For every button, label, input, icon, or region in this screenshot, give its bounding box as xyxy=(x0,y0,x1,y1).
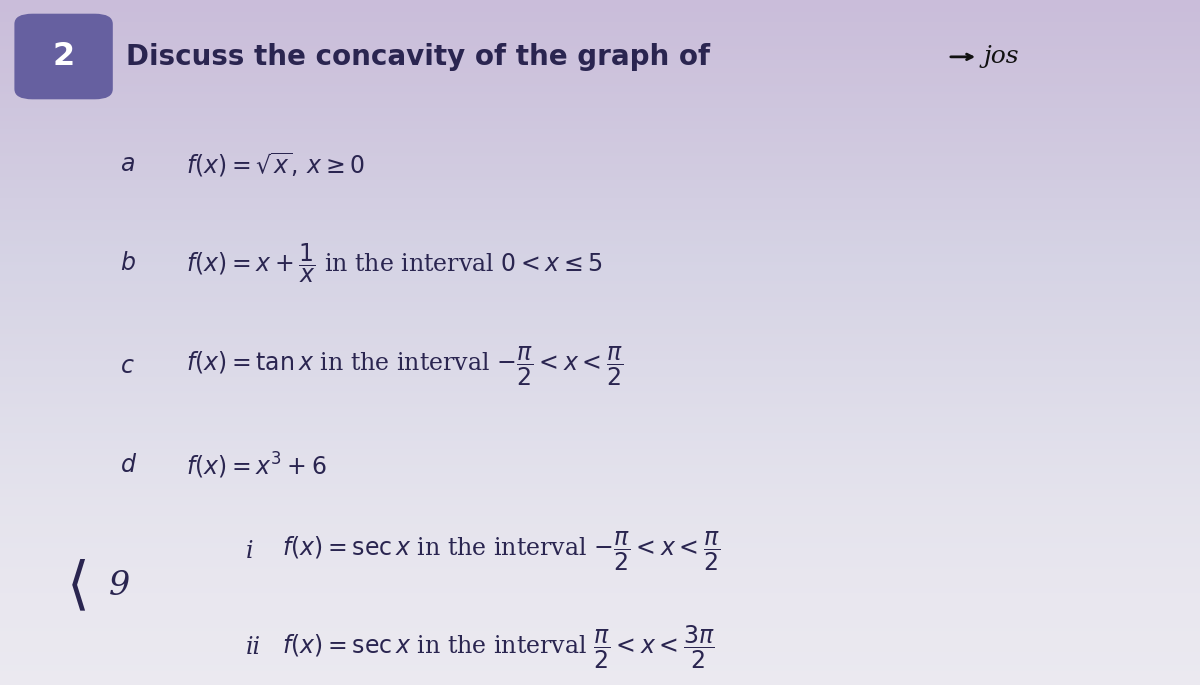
Text: $f(x) = \tan x$ in the interval $-\dfrac{\pi}{2} < x < \dfrac{\pi}{2}$: $f(x) = \tan x$ in the interval $-\dfrac… xyxy=(186,345,623,388)
Text: $f(x) = \sqrt{x},\,x \geq 0$: $f(x) = \sqrt{x},\,x \geq 0$ xyxy=(186,150,365,179)
Text: ii: ii xyxy=(246,636,262,659)
Text: i: i xyxy=(246,540,253,563)
Text: jos: jos xyxy=(984,45,1020,68)
Text: $c$: $c$ xyxy=(120,355,134,378)
Text: $f(x) = x^3 + 6$: $f(x) = x^3 + 6$ xyxy=(186,451,326,481)
Text: 2: 2 xyxy=(53,41,74,73)
Text: ⟨: ⟨ xyxy=(67,557,89,614)
Text: $f(x) = x + \dfrac{1}{x}$ in the interval $0 < x \leq 5$: $f(x) = x + \dfrac{1}{x}$ in the interva… xyxy=(186,242,602,286)
Text: $b$: $b$ xyxy=(120,252,136,275)
Text: $d$: $d$ xyxy=(120,454,137,477)
Text: $f(x) = \sec x$ in the interval $\dfrac{\pi}{2} < x < \dfrac{3\pi}{2}$: $f(x) = \sec x$ in the interval $\dfrac{… xyxy=(282,623,715,671)
FancyBboxPatch shape xyxy=(14,14,113,99)
Text: $a$: $a$ xyxy=(120,153,134,176)
Text: $f(x) = \sec x$ in the interval $-\dfrac{\pi}{2} < x < \dfrac{\pi}{2}$: $f(x) = \sec x$ in the interval $-\dfrac… xyxy=(282,530,720,573)
Text: 9: 9 xyxy=(109,570,131,601)
Text: Discuss the concavity of the graph of: Discuss the concavity of the graph of xyxy=(126,43,710,71)
